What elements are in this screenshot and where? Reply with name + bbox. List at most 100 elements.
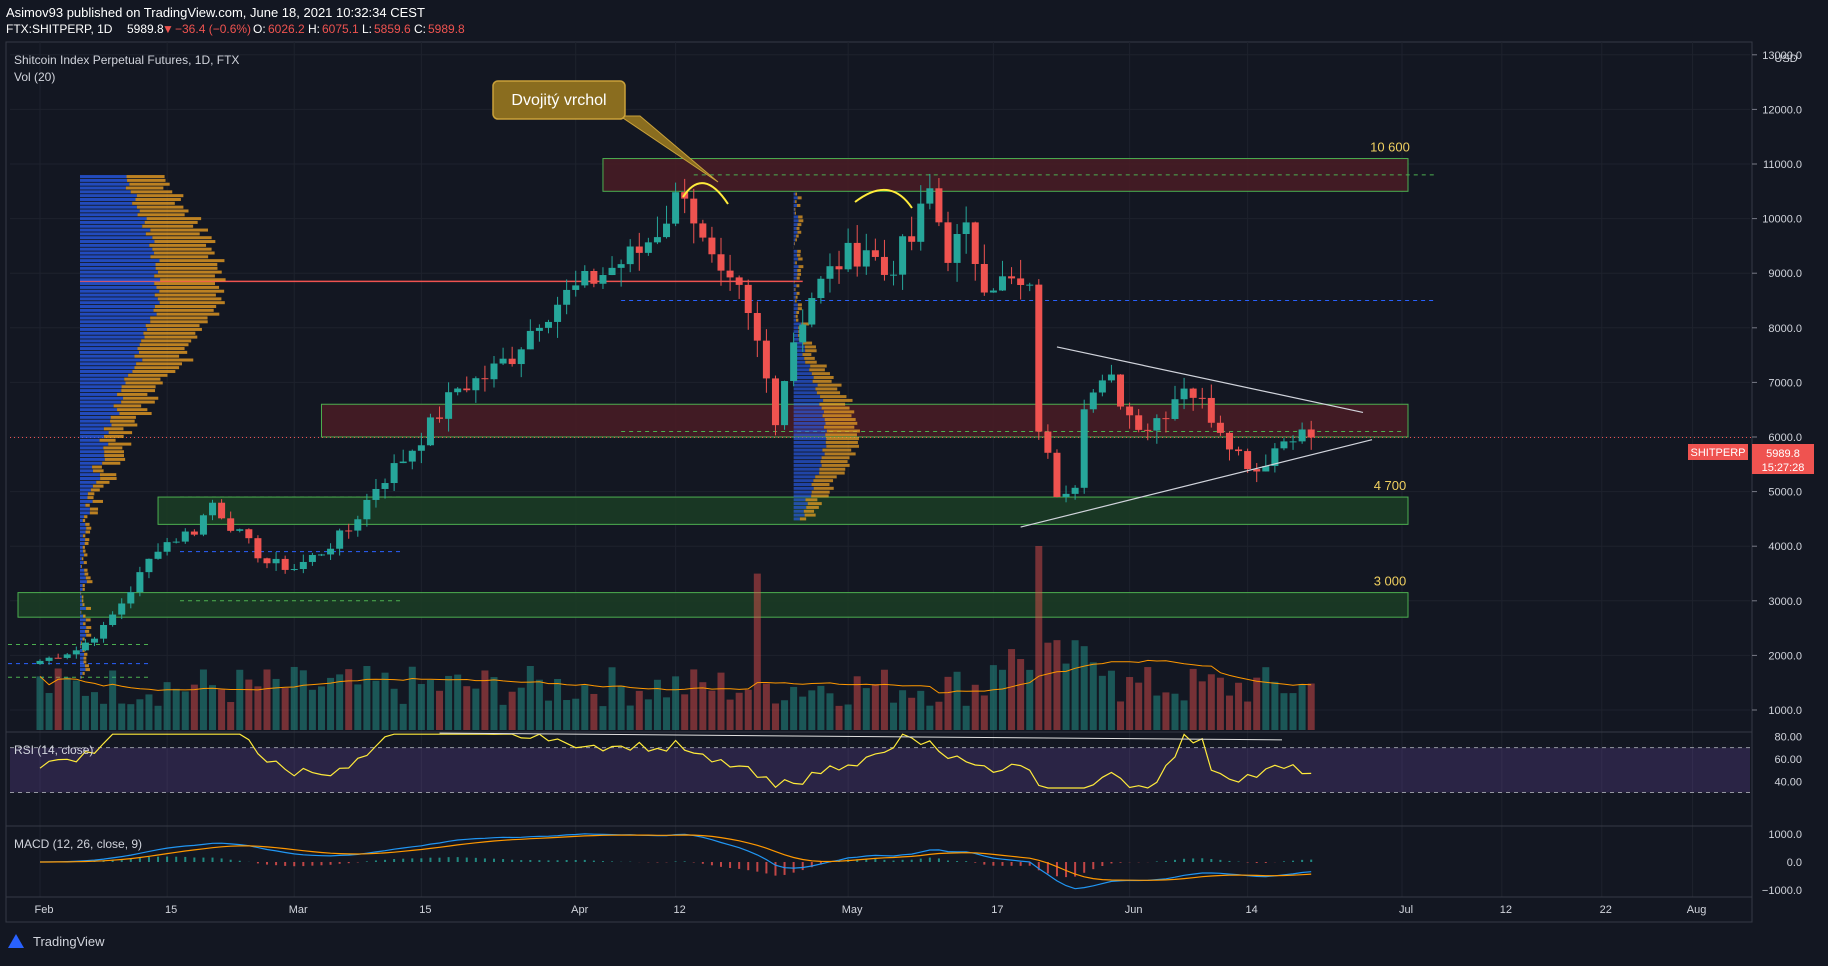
profile-bar-down — [815, 475, 837, 478]
profile-bar-down — [96, 481, 109, 484]
profile-bar-down — [82, 557, 83, 560]
candle-body — [37, 661, 44, 664]
price-tick-label: 9000.0 — [1768, 268, 1802, 280]
profile-bar-up — [80, 485, 93, 488]
profile-bar-up — [794, 433, 826, 436]
profile-bar-up — [80, 431, 109, 434]
candle-body — [155, 552, 162, 559]
candle-body — [127, 592, 134, 603]
profile-bar-down — [806, 506, 819, 509]
profile-bar-down — [150, 229, 208, 232]
volume-bar — [935, 702, 942, 730]
candle-body — [881, 257, 888, 275]
profile-bar-down — [84, 561, 87, 564]
volume-bar — [291, 667, 298, 730]
profile-bar-down — [105, 458, 125, 461]
profile-bar-up — [80, 615, 83, 618]
volume-bar — [1081, 646, 1088, 730]
price-change: −36.4 (−0.6%) — [175, 22, 251, 36]
volume-bar — [372, 681, 379, 730]
profile-bar-down — [802, 353, 811, 356]
volume-bar — [191, 685, 198, 730]
profile-bar-down — [821, 460, 848, 463]
volume-bar — [727, 700, 734, 730]
profile-bar-up — [80, 187, 126, 190]
volume-bar — [754, 574, 761, 730]
rsi-tick-label: 60.00 — [1774, 754, 1802, 766]
profile-bar-down — [797, 254, 800, 257]
volume-bar — [400, 704, 407, 730]
candle-body — [218, 503, 225, 519]
candle-body — [1290, 441, 1297, 442]
volume-bar — [1299, 684, 1306, 730]
volume-bar — [136, 699, 143, 730]
time-tick-label: 15 — [419, 904, 431, 916]
profile-bar-down — [83, 672, 85, 675]
profile-bar-down — [798, 215, 802, 218]
profile-bar-down — [824, 426, 854, 429]
price-tick-label: 2000.0 — [1768, 650, 1802, 662]
candle-body — [572, 285, 579, 290]
volume-bar — [1262, 667, 1269, 730]
profile-bar-down — [805, 514, 816, 517]
volume-bar — [1063, 664, 1070, 730]
profile-bar-up — [794, 242, 795, 245]
profile-bar-up — [794, 414, 823, 417]
time-tick-label: 15 — [165, 904, 177, 916]
profile-bar-up — [80, 638, 83, 641]
profile-bar-down — [795, 261, 797, 264]
profile-bar-up — [80, 538, 85, 541]
profile-bar-down — [813, 380, 832, 383]
profile-bar-down — [808, 502, 822, 505]
profile-bar-up — [794, 491, 812, 494]
profile-bar-up — [794, 227, 797, 230]
candle-body — [772, 378, 779, 425]
profile-bar-down — [85, 668, 89, 671]
profile-bar-up — [794, 273, 798, 276]
profile-bar-up — [80, 508, 90, 511]
profile-bar-up — [80, 523, 85, 526]
volume-bar — [1090, 662, 1097, 730]
profile-bar-down — [126, 187, 164, 190]
profile-bar-down — [91, 488, 100, 491]
candle-body — [318, 554, 325, 555]
price-tick-label: 4000.0 — [1768, 541, 1802, 553]
volume-bar — [318, 686, 325, 730]
profile-bar-up — [80, 347, 138, 350]
profile-bar-up — [80, 355, 135, 358]
candle-body — [863, 250, 870, 266]
profile-bar-up — [80, 569, 84, 572]
volume-bar — [836, 706, 843, 730]
volume-bar — [509, 692, 516, 730]
open-value: 6026.2 — [268, 22, 305, 36]
profile-bar-down — [104, 427, 124, 430]
volume-bar — [481, 670, 488, 730]
profile-bar-up — [80, 576, 86, 579]
profile-bar-down — [132, 202, 175, 205]
profile-bar-up — [794, 219, 799, 222]
profile-bar-down — [825, 452, 856, 455]
candle-body — [472, 378, 479, 390]
profile-bar-up — [794, 403, 820, 406]
candle-body — [1126, 407, 1133, 416]
candle-body — [1299, 429, 1306, 441]
profile-bar-up — [80, 225, 142, 228]
profile-bar-down — [85, 630, 89, 633]
volume-bar — [554, 679, 561, 730]
symbol-badge-text: SHITPERP — [1690, 447, 1745, 459]
profile-bar-down — [798, 265, 803, 268]
volume-bar — [518, 688, 525, 730]
profile-bar-up — [80, 420, 110, 423]
profile-bar-up — [794, 196, 798, 199]
profile-bar-down — [154, 282, 215, 285]
profile-bar-up — [80, 519, 83, 522]
candle-body — [917, 204, 924, 242]
profile-bar-up — [80, 378, 124, 381]
candle-body — [173, 542, 180, 543]
profile-bar-down — [122, 385, 156, 388]
profile-bar-up — [794, 387, 816, 390]
profile-bar-up — [80, 278, 160, 281]
profile-bar-down — [81, 676, 82, 679]
volume-bar — [273, 679, 280, 730]
